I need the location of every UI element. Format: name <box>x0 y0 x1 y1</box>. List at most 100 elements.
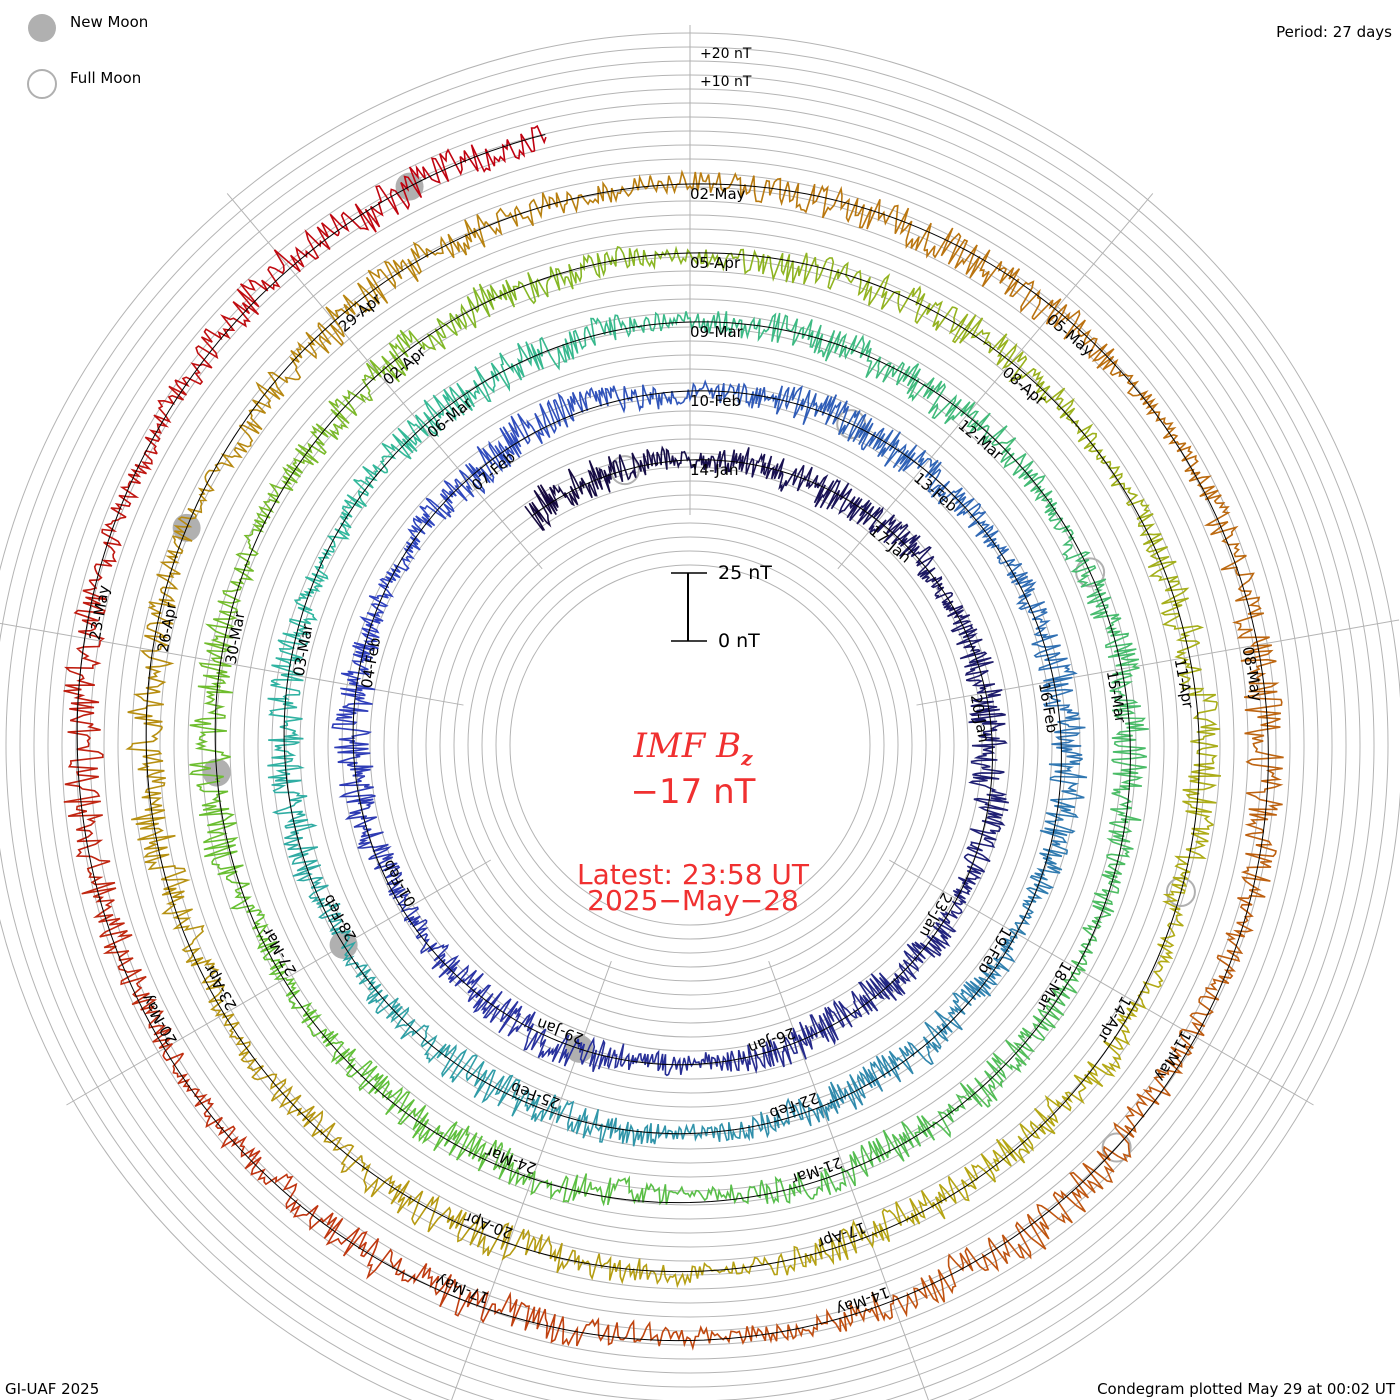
bz-trace-segment <box>614 449 650 483</box>
bz-trace-segment <box>735 248 794 283</box>
bz-trace-segment <box>542 1173 597 1203</box>
bz-trace-segment <box>791 252 849 291</box>
date-label: 09-Mar <box>690 323 744 341</box>
bz-trace-segment <box>943 1077 998 1123</box>
bz-trace-segment <box>587 456 617 497</box>
bz-trace-segment <box>968 754 1005 792</box>
date-label: 14-Jan <box>690 461 738 479</box>
bz-trace-segment <box>1110 759 1147 810</box>
date-label: 03-Mar <box>290 622 317 678</box>
bz-trace-segment <box>524 484 559 531</box>
bz-trace-segment <box>284 322 332 383</box>
bz-trace-segment <box>1039 799 1079 846</box>
bz-trace-segment <box>967 520 1010 559</box>
bz-trace-segment <box>934 988 972 1035</box>
bz-trace-segment <box>1203 502 1247 571</box>
bz-trace-segment <box>352 616 384 659</box>
bz-trace-segment <box>960 963 1010 1001</box>
bz-trace-segment <box>507 1011 547 1059</box>
bz-trace-segment <box>838 488 881 525</box>
bz-trace-segment <box>270 632 308 682</box>
bz-trace-segment <box>342 954 382 997</box>
bz-trace-segment <box>386 879 419 920</box>
bz-trace-segment <box>189 672 233 729</box>
bz-trace-segment <box>959 649 995 687</box>
bz-trace-segment <box>130 789 176 855</box>
bz-trace-segment <box>937 487 987 529</box>
scale-top-label: 25 nT <box>718 562 772 584</box>
bz-trace-segment <box>408 312 467 351</box>
bz-trace-segment <box>1113 991 1147 1050</box>
latest-time: Latest: 23:58 UT <box>576 858 810 891</box>
bz-trace-segment <box>201 962 235 1027</box>
bz-trace-segment <box>425 478 468 520</box>
grid-spoke <box>837 193 1154 570</box>
bz-trace-segment <box>610 174 678 204</box>
grid-spoke <box>226 193 543 570</box>
date-label: 10-Feb <box>690 392 741 410</box>
bz-trace-segment <box>63 651 102 725</box>
bz-trace-segment <box>344 464 388 509</box>
bz-trace-segment <box>1111 709 1149 761</box>
latest-date: 2025−May−28 <box>587 884 799 917</box>
bz-trace-segment <box>172 1052 215 1123</box>
bz-trace-segment <box>907 377 962 425</box>
bz-trace-segment <box>652 1123 700 1145</box>
bz-trace-segment <box>993 437 1038 480</box>
bz-trace-segment <box>63 792 111 862</box>
bz-trace-segment <box>188 727 231 787</box>
bz-trace-segment <box>204 424 254 481</box>
bz-trace-segment <box>633 1320 705 1351</box>
bz-trace-segment <box>541 1034 586 1067</box>
date-label: 08-May <box>1239 645 1266 703</box>
bz-trace-segment <box>1053 517 1091 567</box>
bz-trace-segment <box>449 964 492 1014</box>
date-label: 29-Apr <box>335 289 386 336</box>
bz-trace-segment <box>802 389 850 426</box>
legend-new-moon: New Moon <box>70 13 149 31</box>
legend-icons <box>27 14 57 99</box>
date-label: 22-Feb <box>767 1088 821 1122</box>
bz-trace-segment <box>973 790 1010 831</box>
bz-trace-segment <box>911 921 954 958</box>
bz-trace-segment <box>385 545 416 583</box>
bz-trace-segment <box>425 214 487 259</box>
bz-trace-segment <box>524 1089 570 1124</box>
bz-trace-segment <box>548 180 613 214</box>
bz-trace-segment <box>1026 1186 1089 1250</box>
bz-trace-segment <box>762 1239 823 1276</box>
date-label: 11-Apr <box>1171 657 1198 710</box>
bz-trace-segment <box>778 464 819 492</box>
bz-trace-segment <box>283 823 321 872</box>
bz-trace-segment <box>849 1129 910 1177</box>
bz-trace-segment <box>396 1190 467 1235</box>
full-moon-marker <box>1101 1132 1132 1163</box>
bz-trace-segment <box>1015 587 1051 632</box>
bz-trace-segment <box>267 680 303 732</box>
grid-circle <box>495 550 885 940</box>
bz-trace-segment <box>1031 298 1098 347</box>
bz-trace-segment <box>621 1049 661 1072</box>
bz-trace-segment <box>898 1021 949 1066</box>
bz-trace-segment <box>1092 863 1126 916</box>
bz-trace-segment <box>328 374 374 430</box>
bz-trace-segment <box>257 937 297 989</box>
bz-trace-segment <box>566 246 621 290</box>
bz-trace-segment <box>1156 1021 1206 1078</box>
bz-trace-segment <box>127 664 167 728</box>
bz-trace-segment <box>490 341 544 392</box>
bz-trace-segment <box>1182 762 1222 826</box>
bz-trace-segment <box>839 1291 909 1332</box>
bz-trace-segment <box>217 564 255 620</box>
bz-trace-segment <box>285 986 327 1038</box>
full-moon-icon <box>27 69 57 99</box>
bz-trace-segment <box>400 1018 451 1064</box>
bz-trace-segment <box>198 618 235 674</box>
bz-trace-segment <box>714 447 751 475</box>
bz-trace-segment <box>321 1028 372 1078</box>
bz-trace-segment <box>935 591 971 625</box>
bz-trace-segment <box>955 855 986 896</box>
new-moon-icon <box>28 14 56 42</box>
bz-trace-segment <box>771 1308 842 1342</box>
bz-trace-segment <box>984 1039 1031 1090</box>
